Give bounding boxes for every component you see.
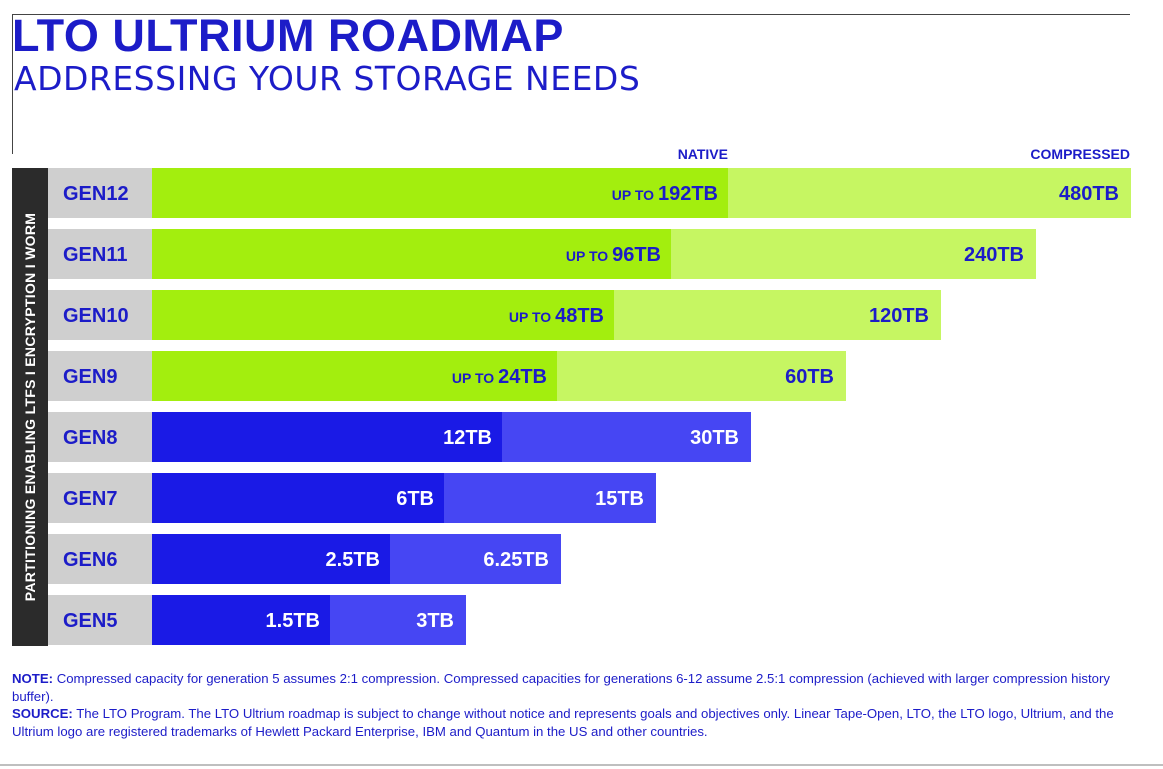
native-value-gen10: 48TB: [555, 305, 604, 327]
footnote-block: NOTE: Compressed capacity for generation…: [12, 670, 1152, 740]
native-bar-gen5: [152, 595, 330, 645]
native-bar-gen9: [152, 351, 557, 401]
category-box-gen10: [48, 290, 152, 340]
feature-side-band: [12, 168, 48, 646]
category-label-gen11: GEN11: [63, 244, 127, 266]
compressed-value-label-gen9: 60TB: [785, 366, 834, 388]
native-value-label-gen7: 6TB: [396, 488, 434, 510]
category-label-gen9: GEN9: [63, 366, 117, 388]
native-value-gen12: 192TB: [658, 183, 718, 205]
compressed-value-label-gen8: 30TB: [690, 427, 739, 449]
native-value-gen6: 2.5TB: [326, 549, 380, 571]
category-label-gen12: GEN12: [63, 183, 129, 205]
category-box-gen6: [48, 534, 152, 584]
native-value-label-gen6: 2.5TB: [326, 549, 380, 571]
native-value-gen11: 96TB: [612, 244, 661, 266]
category-box-gen12: [48, 168, 152, 218]
native-bar-gen11: [152, 229, 671, 279]
category-label-gen8: GEN8: [63, 427, 117, 449]
native-column-header: NATIVE: [677, 146, 728, 162]
category-label-gen5: GEN5: [63, 610, 117, 632]
native-value-gen8: 12TB: [443, 427, 492, 449]
source-text: The LTO Program. The LTO Ultrium roadmap…: [12, 706, 1114, 739]
native-value-gen5: 1.5TB: [266, 610, 320, 632]
native-bar-gen12: [152, 168, 728, 218]
native-prefix-gen10: UP TO: [509, 309, 555, 325]
category-box-gen7: [48, 473, 152, 523]
native-value-label-gen8: 12TB: [443, 427, 492, 449]
native-value-label-gen12: UP TO 192TB: [612, 183, 718, 205]
note-label: NOTE:: [12, 671, 54, 686]
category-box-gen8: [48, 412, 152, 462]
native-bar-gen10: [152, 290, 614, 340]
category-box-gen5: [48, 595, 152, 645]
native-value-gen9: 24TB: [498, 366, 547, 388]
native-value-label-gen9: UP TO 24TB: [452, 366, 547, 388]
chart-title: LTO ULTRIUM ROADMAP: [12, 10, 564, 61]
native-value-label-gen11: UP TO 96TB: [566, 244, 661, 266]
native-prefix-gen11: UP TO: [566, 248, 612, 264]
compressed-column-header: COMPRESSED: [1030, 146, 1130, 162]
source-label: SOURCE:: [12, 706, 73, 721]
frame-left-line: [12, 14, 13, 154]
native-bar-gen7: [152, 473, 444, 523]
note-text: Compressed capacity for generation 5 ass…: [12, 671, 1111, 704]
category-label-gen7: GEN7: [63, 488, 117, 510]
category-box-gen9: [48, 351, 152, 401]
compressed-value-label-gen10: 120TB: [869, 305, 929, 327]
chart-subtitle: ADDRESSING YOUR STORAGE NEEDS: [14, 59, 641, 98]
native-bar-gen8: [152, 412, 502, 462]
compressed-value-label-gen7: 15TB: [595, 488, 644, 510]
compressed-value-label-gen12: 480TB: [1059, 183, 1119, 205]
category-label-gen6: GEN6: [63, 549, 117, 571]
native-value-label-gen10: UP TO 48TB: [509, 305, 604, 327]
category-label-gen10: GEN10: [63, 305, 129, 327]
frame-top-line: [12, 14, 1130, 15]
compressed-value-label-gen5: 3TB: [416, 610, 454, 632]
native-prefix-gen12: UP TO: [612, 187, 658, 203]
compressed-value-label-gen6: 6.25TB: [483, 549, 549, 571]
native-value-gen7: 6TB: [396, 488, 434, 510]
native-prefix-gen9: UP TO: [452, 370, 498, 386]
category-box-gen11: [48, 229, 152, 279]
frame-bottom-line: [0, 764, 1163, 766]
native-bar-gen6: [152, 534, 390, 584]
compressed-value-label-gen11: 240TB: [964, 244, 1024, 266]
native-value-label-gen5: 1.5TB: [266, 610, 320, 632]
